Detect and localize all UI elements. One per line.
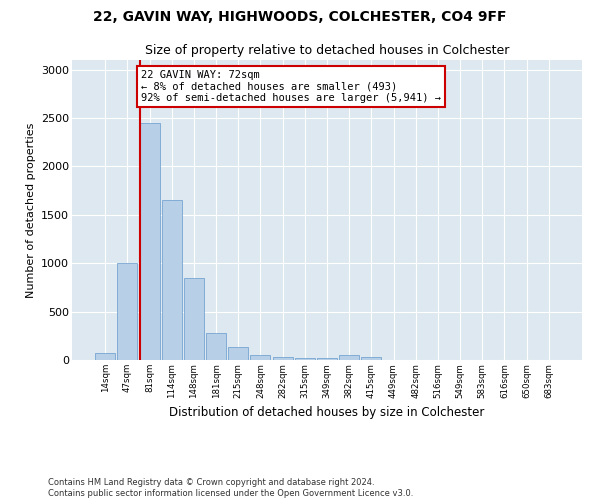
Bar bbox=[118, 263, 137, 360]
Bar bbox=[206, 333, 226, 360]
Text: 22 GAVIN WAY: 72sqm
← 8% of detached houses are smaller (493)
92% of semi-detach: 22 GAVIN WAY: 72sqm ← 8% of detached hou… bbox=[142, 70, 442, 103]
Y-axis label: Number of detached properties: Number of detached properties bbox=[26, 122, 35, 298]
Bar bbox=[317, 358, 337, 360]
X-axis label: Distribution of detached houses by size in Colchester: Distribution of detached houses by size … bbox=[169, 406, 485, 419]
Bar bbox=[184, 278, 204, 360]
Text: Contains HM Land Registry data © Crown copyright and database right 2024.
Contai: Contains HM Land Registry data © Crown c… bbox=[48, 478, 413, 498]
Text: 22, GAVIN WAY, HIGHWOODS, COLCHESTER, CO4 9FF: 22, GAVIN WAY, HIGHWOODS, COLCHESTER, CO… bbox=[93, 10, 507, 24]
Bar bbox=[339, 355, 359, 360]
Bar bbox=[228, 348, 248, 360]
Bar bbox=[272, 356, 293, 360]
Title: Size of property relative to detached houses in Colchester: Size of property relative to detached ho… bbox=[145, 44, 509, 58]
Bar bbox=[162, 200, 182, 360]
Bar bbox=[95, 352, 115, 360]
Bar bbox=[295, 358, 315, 360]
Bar bbox=[361, 357, 382, 360]
Bar bbox=[250, 354, 271, 360]
Bar bbox=[140, 123, 160, 360]
